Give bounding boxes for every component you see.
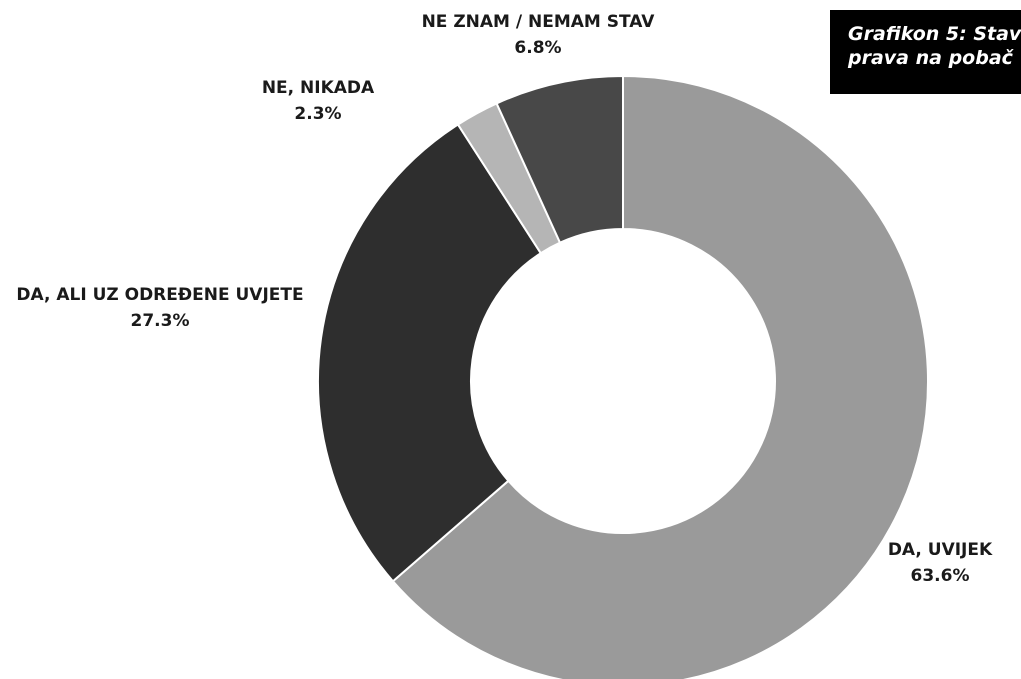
slice-labels: DA, UVIJEK 63.6% DA, ALI UZ ODREĐENE UVJET… — [16, 12, 993, 586]
donut-slices — [317, 74, 929, 679]
slice-3 — [495, 74, 624, 244]
slice-0 — [391, 74, 929, 679]
slice-1 — [317, 123, 543, 583]
slice-value-1: 27.3% — [131, 311, 190, 331]
slice-value-2: 2.3% — [294, 104, 341, 124]
slice-label-1: DA, ALI UZ ODREĐENE UVJETE — [16, 285, 303, 305]
slice-label-3: NE ZNAM / NEMAM STAV — [422, 12, 656, 32]
slice-label-0: DA, UVIJEK — [888, 540, 993, 560]
slice-label-2: NE, NIKADA — [262, 78, 375, 98]
chart-title-box: Grafikon 5: Stav prava na pobač — [830, 10, 1021, 94]
chart-title-line-1: Grafikon 5: Stav — [848, 23, 1021, 45]
slice-value-3: 6.8% — [514, 38, 561, 58]
chart-title: Grafikon 5: Stav prava na pobač — [848, 22, 1021, 70]
slice-value-0: 63.6% — [911, 566, 970, 586]
chart-title-line-2: prava na pobač — [848, 47, 1013, 69]
